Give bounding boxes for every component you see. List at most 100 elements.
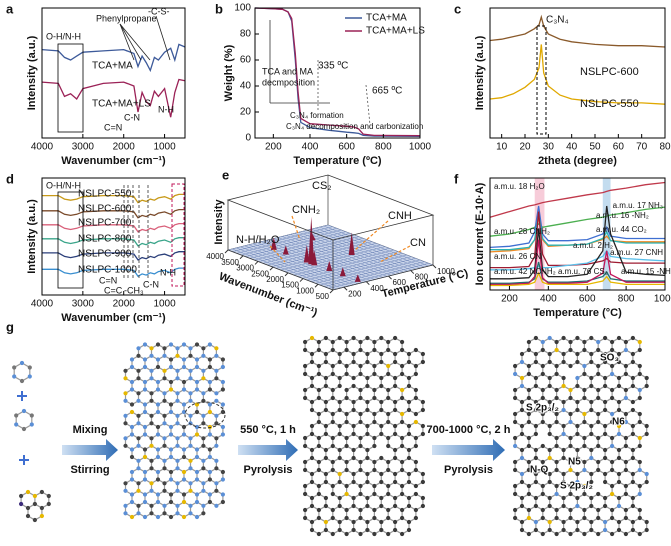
y-tick-label: 60 — [240, 55, 252, 66]
series-label: a.m.u. 76 CS₂ — [558, 267, 608, 276]
x-tick-label: 1500 — [281, 281, 299, 290]
peak — [348, 232, 355, 256]
annotation: C=N — [99, 275, 117, 285]
x-tick — [239, 255, 244, 260]
data-line — [41, 78, 186, 118]
panel-letter: e — [222, 167, 229, 182]
x-tick — [299, 278, 304, 282]
legend-label: TCA+MA — [366, 13, 407, 24]
annotation: CNH — [388, 210, 412, 222]
lattice-atoms — [25, 489, 44, 519]
annotation: C₃N₄ — [546, 15, 569, 26]
x-tick-label: 60 — [613, 142, 625, 153]
x-tick-label: 200 — [265, 142, 282, 153]
data-line — [42, 208, 185, 219]
x-tick — [254, 261, 259, 265]
highlight-band — [602, 178, 611, 290]
annotation: 665 ºC — [372, 86, 402, 97]
lattice-atoms — [12, 360, 32, 379]
series-label: a.m.u. 27 CNH — [610, 248, 663, 257]
x-tick-label: 400 — [302, 142, 319, 153]
x-tick-label: 500 — [316, 292, 330, 301]
surface-mesh — [315, 227, 421, 269]
plot-frame — [489, 7, 666, 139]
x-tick-label: 40 — [566, 142, 578, 153]
pointer-line — [365, 84, 371, 126]
series-label: a.m.u. 28 CNH₂ — [494, 227, 550, 236]
site-label: S 2p₃/₂ — [526, 403, 559, 414]
x-tick-label: 2000 — [113, 142, 136, 153]
y-tick-label: 80 — [240, 29, 252, 40]
lattice-bonds — [15, 410, 33, 430]
data-line — [490, 205, 666, 280]
peak — [311, 250, 318, 266]
peak — [270, 237, 277, 250]
data-line — [490, 213, 665, 251]
data-line — [42, 193, 185, 204]
annotation: TCA and MA — [262, 66, 313, 76]
x-tick-label: 400 — [540, 294, 557, 305]
data-line — [489, 205, 665, 249]
lattice-atoms — [12, 365, 32, 384]
lattice-atoms — [123, 342, 225, 520]
annotation: C₃N₄ decomposition and carbonization — [286, 122, 423, 131]
series-label: NSLPC-600 — [580, 66, 639, 78]
y-tick-label: 20 — [240, 107, 252, 118]
annotation: N-H — [158, 104, 174, 114]
y-tick — [410, 270, 415, 274]
series-label: TCA+MA+LS — [92, 99, 151, 110]
annotation: 335 ºC — [318, 61, 348, 72]
pointer-line — [291, 215, 301, 241]
series-label: NSLPC-900 — [78, 249, 132, 260]
data-line — [489, 206, 666, 237]
annotation: N-H — [160, 267, 176, 277]
x-tick — [314, 283, 319, 288]
y-axis-title: Intensity (a.u.) — [26, 35, 38, 110]
lattice-atoms — [14, 413, 34, 432]
annotation: Phenylpropane — [96, 13, 157, 23]
data-line — [42, 222, 185, 233]
peak — [339, 267, 346, 277]
peak — [303, 244, 310, 263]
lattice-atoms — [513, 335, 649, 533]
process-arrow — [432, 439, 505, 461]
y-tick-label: 0 — [245, 133, 251, 144]
pointer-line — [354, 220, 389, 251]
x-tick-label: 70 — [636, 142, 648, 153]
step-label: Stirring — [70, 464, 109, 476]
site-label: N5 — [568, 457, 581, 468]
process-arrow — [238, 439, 298, 461]
x-tick-label: 80 — [659, 142, 671, 153]
y-tick-label: 1000 — [437, 267, 455, 276]
series-label: NSLPC-550 — [78, 189, 132, 200]
pointer-line — [155, 15, 171, 61]
y-tick — [365, 281, 370, 286]
region-box — [57, 191, 84, 289]
region-box — [536, 25, 547, 135]
site-label: SO₃ — [600, 353, 619, 364]
y-tick — [343, 286, 348, 291]
surface-mesh — [319, 259, 420, 286]
x-tick-label: 1000 — [296, 286, 314, 295]
x-tick-label: 800 — [618, 294, 635, 305]
step-label: Pyrolysis — [444, 464, 493, 476]
lattice-atoms — [123, 342, 225, 520]
x-tick-label: 50 — [589, 142, 601, 153]
data-line — [42, 267, 185, 278]
annotation: decmposition — [262, 77, 315, 87]
site-label: S 2p₃/₂ — [560, 481, 593, 492]
surface-mesh — [328, 263, 429, 289]
pointer-line — [119, 23, 135, 61]
x-tick-label: 3500 — [221, 258, 239, 267]
data-line — [42, 237, 185, 247]
x-tick-label: 800 — [375, 142, 392, 153]
data-line — [490, 271, 665, 287]
series-label: a.m.u. 42 NCNH₂ — [494, 267, 556, 276]
annotation: CS₂ — [312, 180, 332, 192]
panel-letter: c — [454, 1, 461, 16]
annotation: O-H/N-H — [46, 31, 81, 41]
pointer-line — [269, 245, 286, 263]
x-tick-label: 1000 — [153, 299, 176, 310]
lattice-bonds — [304, 337, 424, 535]
series-label: a.m.u. 26 CN — [494, 252, 541, 261]
